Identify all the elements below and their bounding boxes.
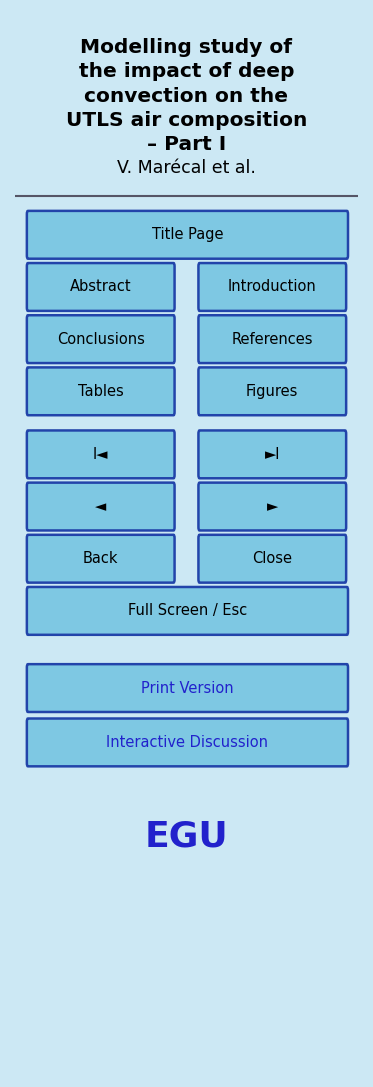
FancyBboxPatch shape <box>198 430 346 478</box>
FancyBboxPatch shape <box>198 367 346 415</box>
FancyBboxPatch shape <box>27 664 348 712</box>
Text: ◄: ◄ <box>95 499 106 514</box>
Text: Back: Back <box>83 551 119 566</box>
Text: Conclusions: Conclusions <box>57 332 145 347</box>
Text: Modelling study of
the impact of deep
convection on the
UTLS air composition
– P: Modelling study of the impact of deep co… <box>66 38 307 154</box>
Text: Tables: Tables <box>78 384 123 399</box>
FancyBboxPatch shape <box>27 719 348 766</box>
FancyBboxPatch shape <box>27 263 175 311</box>
FancyBboxPatch shape <box>198 483 346 530</box>
Text: EGU: EGU <box>145 820 228 854</box>
Text: Abstract: Abstract <box>70 279 132 295</box>
FancyBboxPatch shape <box>198 315 346 363</box>
FancyBboxPatch shape <box>198 263 346 311</box>
FancyBboxPatch shape <box>27 211 348 259</box>
Text: Introduction: Introduction <box>228 279 317 295</box>
Text: Title Page: Title Page <box>152 227 223 242</box>
Text: ►I: ►I <box>264 447 280 462</box>
Text: References: References <box>232 332 313 347</box>
FancyBboxPatch shape <box>27 587 348 635</box>
Text: Print Version: Print Version <box>141 680 234 696</box>
Text: Figures: Figures <box>246 384 298 399</box>
FancyBboxPatch shape <box>27 483 175 530</box>
FancyBboxPatch shape <box>198 535 346 583</box>
Text: Full Screen / Esc: Full Screen / Esc <box>128 603 247 619</box>
Text: Close: Close <box>252 551 292 566</box>
FancyBboxPatch shape <box>27 535 175 583</box>
Text: I◄: I◄ <box>93 447 109 462</box>
Text: Interactive Discussion: Interactive Discussion <box>106 735 269 750</box>
Text: ►: ► <box>267 499 278 514</box>
FancyBboxPatch shape <box>27 430 175 478</box>
Text: V. Marécal et al.: V. Marécal et al. <box>117 160 256 177</box>
FancyBboxPatch shape <box>27 315 175 363</box>
FancyBboxPatch shape <box>27 367 175 415</box>
